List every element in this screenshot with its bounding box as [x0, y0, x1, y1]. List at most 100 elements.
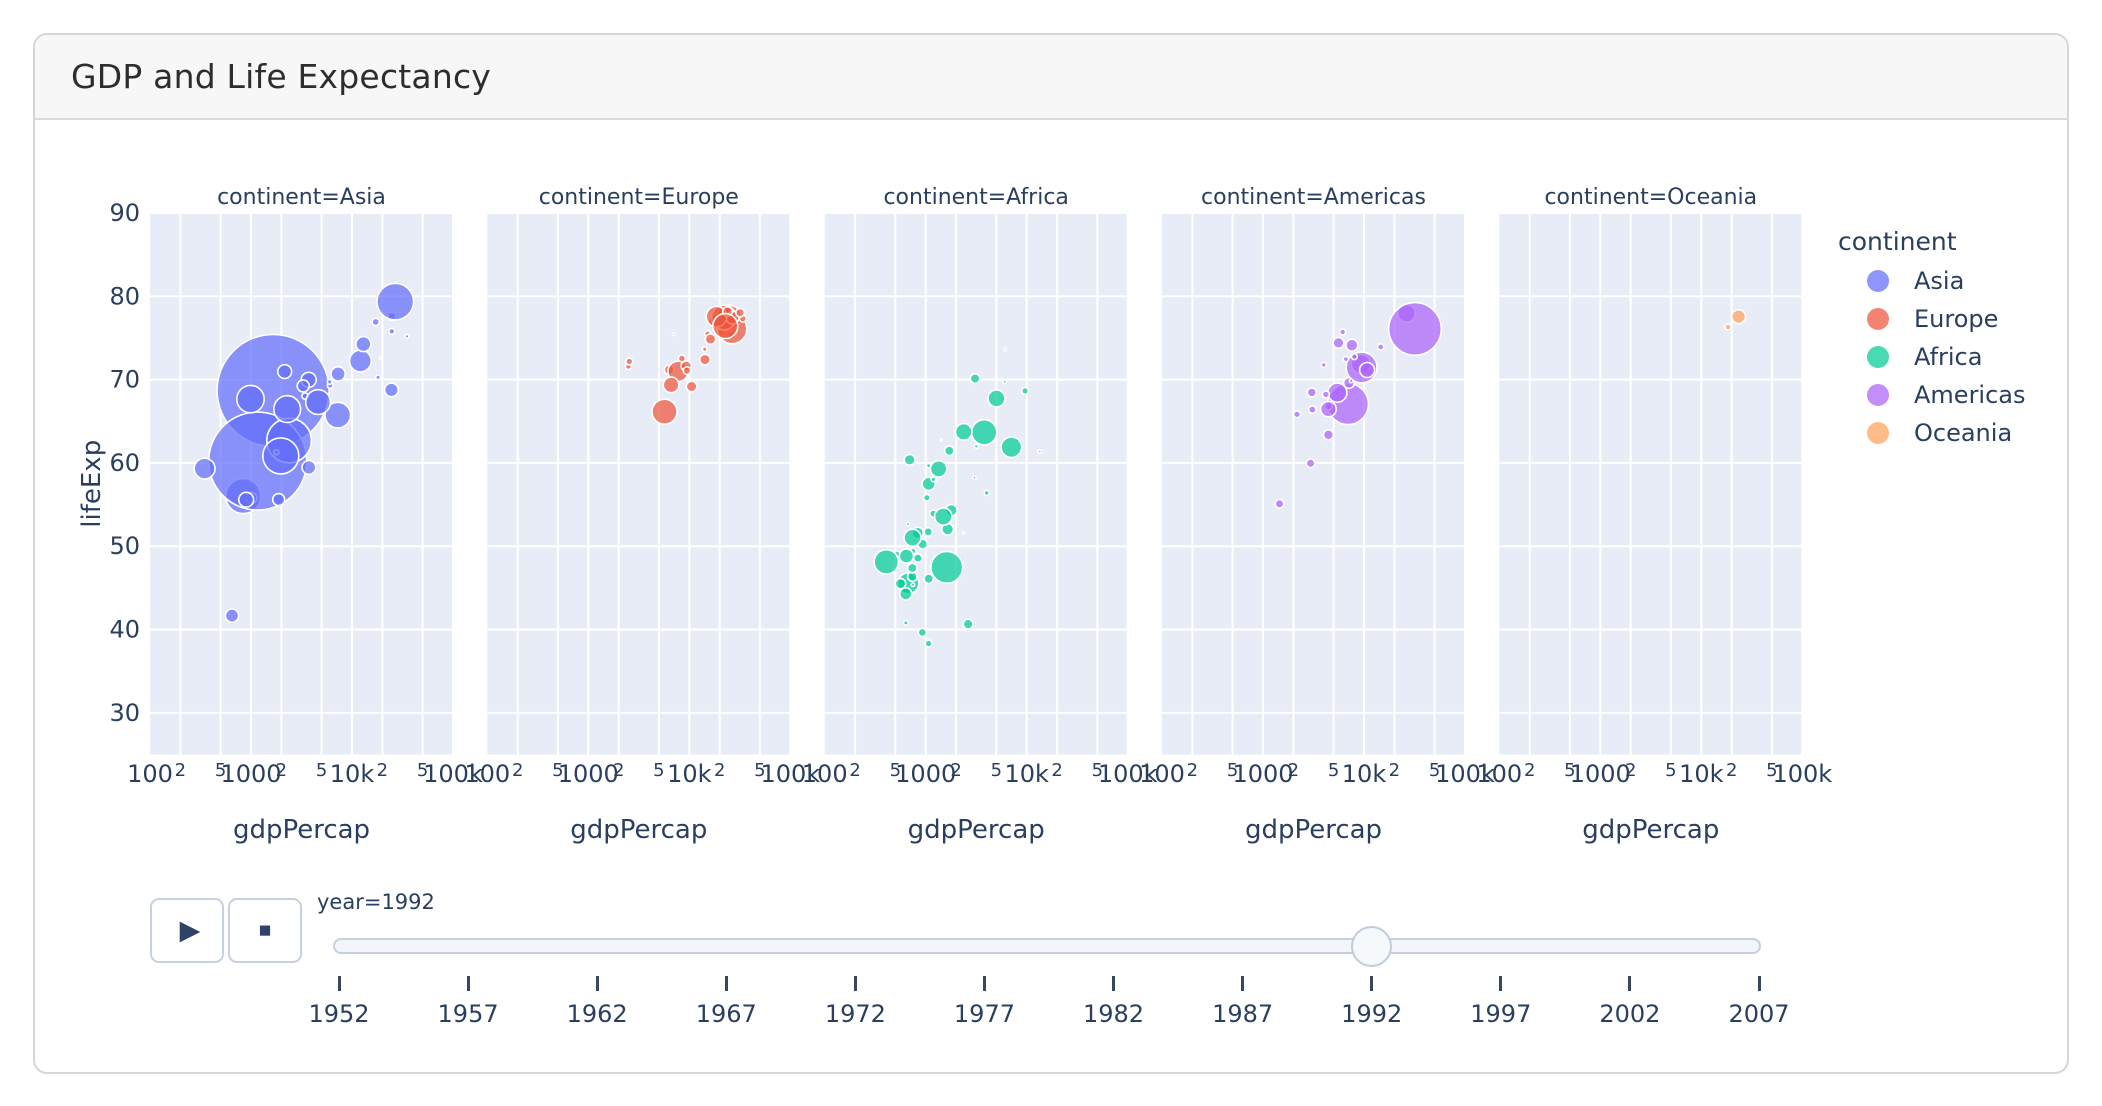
legend-dot-oceania[interactable] — [1867, 422, 1889, 444]
bubble-libya — [1020, 386, 1030, 396]
x-tick-label: 10k — [667, 760, 712, 788]
bubble-switzerland — [734, 307, 746, 318]
slider-year-1957[interactable]: 1957 — [437, 1000, 499, 1028]
bubble-kuwait — [404, 333, 410, 340]
x-tick-label: 2 — [175, 760, 186, 781]
x-tick-label: 2 — [714, 760, 725, 781]
page-title: GDP and Life Expectancy — [71, 57, 492, 96]
bubble-iraq — [301, 459, 317, 476]
bubble-sudan — [933, 507, 953, 527]
x-tick-label: 5 — [215, 760, 226, 781]
y-tick-label: 90 — [109, 199, 140, 227]
x-tick-label: 100 — [1476, 760, 1522, 788]
stop-button[interactable]: ■ — [228, 898, 302, 963]
legend-dot-europe[interactable] — [1867, 308, 1889, 330]
bubble-israel — [371, 317, 381, 327]
bubble-new-zealand — [1724, 323, 1732, 331]
bubble-uganda — [898, 548, 915, 564]
bubble-nepal — [238, 491, 255, 508]
bubble-sri-lanka — [277, 363, 293, 380]
x-tick-label: 1000 — [895, 760, 956, 788]
x-tick-label: 10k — [330, 760, 375, 788]
x-tick-label: 2 — [512, 760, 523, 781]
slider-tick-2007 — [1757, 976, 1761, 991]
plot-area-Africa[interactable] — [824, 213, 1128, 755]
plot-area-Oceania[interactable] — [1499, 213, 1803, 755]
slider-year-2007[interactable]: 2007 — [1728, 1000, 1790, 1028]
x-tick-label: 100k — [1098, 760, 1158, 788]
bubble-bahrain — [378, 355, 383, 360]
slider-tick-1977 — [982, 976, 986, 991]
bubble-morocco — [954, 422, 973, 442]
x-tick-label: 5 — [417, 760, 428, 781]
plot-area-Americas[interactable] — [1162, 213, 1465, 755]
bubble-dominican-republic — [1306, 387, 1318, 398]
x-tick-label: 5 — [653, 760, 664, 781]
slider-year-2002[interactable]: 2002 — [1599, 1000, 1661, 1028]
x-axis-title: gdpPercap — [233, 815, 370, 845]
bubble-malaysia — [330, 365, 346, 382]
x-tick-label: 100k — [760, 760, 820, 788]
bubble-tanzania — [903, 528, 922, 548]
bubble-sao-tome-and-principe — [939, 438, 944, 442]
legend-item-africa[interactable]: Africa — [1914, 343, 1982, 371]
bubble-somalia — [917, 627, 928, 638]
legend-item-asia[interactable]: Asia — [1914, 267, 1964, 295]
y-tick-label: 50 — [109, 532, 140, 560]
x-tick-label: 100 — [127, 760, 173, 788]
bubble-south-africa — [1000, 436, 1023, 459]
slider-year-1972[interactable]: 1972 — [824, 1000, 886, 1028]
legend-item-europe[interactable]: Europe — [1914, 305, 1998, 333]
bubble-group-Oceania — [1724, 308, 1747, 331]
x-tick-label: 100 — [464, 760, 510, 788]
legend-item-oceania[interactable]: Oceania — [1914, 419, 2012, 447]
x-tick-label: 100 — [1139, 760, 1185, 788]
y-axis-title: lifeExp — [77, 440, 107, 528]
legend-dot-americas[interactable] — [1867, 384, 1889, 406]
legend-dot-africa[interactable] — [1867, 346, 1889, 368]
slider-tick-1992 — [1370, 976, 1374, 991]
slider-year-1987[interactable]: 1987 — [1212, 1000, 1274, 1028]
slider-year-1997[interactable]: 1997 — [1470, 1000, 1532, 1028]
slider-year-1977[interactable]: 1977 — [953, 1000, 1015, 1028]
legend-dot-asia[interactable] — [1867, 270, 1889, 292]
legend-item-americas[interactable]: Americas — [1914, 381, 2026, 409]
facet-title-Asia: continent=Asia — [217, 185, 386, 210]
slider-tick-1952 — [337, 976, 341, 991]
x-tick-label: 5 — [552, 760, 563, 781]
bubble-iran — [324, 401, 352, 429]
bubble-guatemala — [1322, 428, 1335, 441]
slider-year-1967[interactable]: 1967 — [695, 1000, 757, 1028]
bubble-algeria — [987, 389, 1006, 408]
x-tick-label: 100k — [1435, 760, 1495, 788]
bubble-japan — [376, 282, 415, 321]
y-tick-label: 30 — [109, 699, 140, 727]
bubble-niger — [906, 562, 918, 574]
bubble-taiwan — [355, 335, 372, 353]
slider-year-1982[interactable]: 1982 — [1082, 1000, 1145, 1028]
bubble-lesotho — [925, 462, 932, 469]
bubble-guinea-bissau — [910, 582, 916, 588]
slider-year-1952[interactable]: 1952 — [308, 1000, 370, 1028]
bubble-peru — [1319, 400, 1337, 418]
x-tick-label: 5 — [890, 760, 901, 781]
plot-area-Europe[interactable] — [487, 213, 791, 755]
slider-year-1962[interactable]: 1962 — [566, 1000, 628, 1028]
x-tick-label: 100 — [802, 760, 848, 788]
bubble-syria — [296, 379, 311, 393]
bubble-montenegro — [671, 332, 676, 337]
y-tick-label: 60 — [109, 449, 140, 477]
bubble-gambia — [905, 521, 911, 527]
bubble-guinea — [912, 553, 923, 564]
x-tick-label: 5 — [1665, 760, 1676, 781]
year-slider-rail[interactable] — [333, 938, 1761, 954]
play-button[interactable]: ▶ — [150, 898, 224, 963]
slider-year-1992[interactable]: 1992 — [1341, 1000, 1403, 1028]
slider-handle[interactable] — [1351, 926, 1393, 967]
x-tick-label: 5 — [316, 760, 327, 781]
bubble-nicaragua — [1292, 410, 1302, 419]
bubble-philippines — [273, 394, 302, 424]
x-axis-title: gdpPercap — [1245, 815, 1382, 845]
bubble-namibia — [973, 443, 980, 450]
